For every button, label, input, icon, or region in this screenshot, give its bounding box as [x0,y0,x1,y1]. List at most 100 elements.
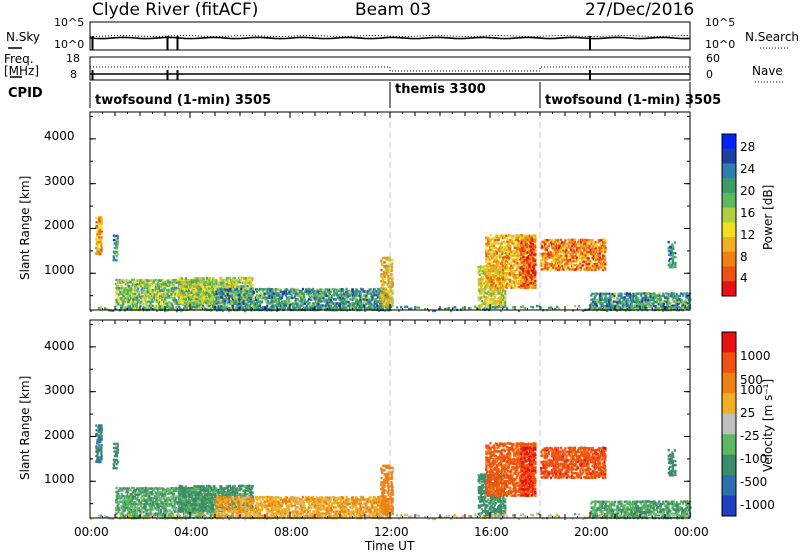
scatter-cell [189,298,192,301]
scatter-cell [516,266,519,269]
scatter-cell [526,283,529,287]
scatter-cell [499,281,502,285]
scatter-cell [125,288,129,291]
scatter-cell [212,277,215,280]
scatter-cell [485,256,488,259]
scatter-cell [250,294,253,297]
scatter-cell [360,287,363,291]
scatter-cell [170,306,173,310]
scatter-cell [322,298,325,302]
scatter-cell [554,262,557,265]
scatter-cell [514,238,517,241]
scatter-cell [659,294,662,298]
scatter-cell [390,273,393,276]
scatter-cell [506,271,509,275]
scatter-cell [180,293,183,296]
scatter-cell [209,283,212,286]
scatter-cell [502,288,505,291]
scatter-cell [382,291,385,295]
scatter-cell [324,292,327,295]
scatter-cell [579,268,583,271]
scatter-cell [126,282,129,286]
scatter-cell [545,258,548,262]
scatter-cell [496,290,499,293]
scatter-cell [525,248,528,251]
scatter-cell [546,262,549,265]
scatter-cell [242,276,245,279]
scatter-cell [184,305,187,308]
scatter-cell [133,296,137,299]
scatter-cell [200,299,203,303]
scatter-cell [525,245,528,248]
scatter-cell [529,249,533,252]
scatter-cell [245,278,248,282]
scatter-cell [623,292,626,295]
scatter-cell [547,244,550,248]
scatter-cell [313,302,316,305]
scatter-cell [504,272,507,275]
scatter-cell [217,290,220,294]
scatter-cell [150,283,153,286]
scatter-cell [365,290,368,294]
scatter-cell [387,267,390,270]
scatter-cell [218,305,221,308]
scatter-cell [485,264,488,267]
scatter-cell [564,256,567,259]
scatter-cell [208,296,212,299]
scatter-cell [554,256,557,259]
scatter-cell [513,250,516,253]
scatter-cell [558,260,561,263]
scatter-cell [389,299,392,303]
scatter-cell [277,300,280,303]
scatter-cell [579,264,582,267]
scatter-cell [552,260,555,263]
scatter-cell [544,268,547,271]
scatter-cell [304,288,308,291]
scatter-cell [543,239,546,242]
scatter-cell [509,272,512,275]
scatter-cell [511,272,514,275]
scatter-cell [500,244,504,248]
scatter-cell [226,302,229,305]
scatter-cell [140,288,143,292]
scatter-cell [498,270,501,273]
scatter-cell [229,300,233,304]
scatter-cell [300,304,303,307]
scatter-cell [572,243,575,246]
scatter-cell [233,302,237,305]
scatter-cell [188,298,191,301]
scatter-cell [557,238,560,242]
scatter-cell [178,276,181,279]
scatter-cell [127,287,130,290]
scatter-cell [218,283,221,286]
scatter-cell [163,306,166,309]
scatter-cell [319,292,322,295]
scatter-cell [174,290,177,294]
scatter-cell [490,254,493,257]
scatter-cell [552,242,555,246]
scatter-cell [255,302,259,306]
scatter-cell [208,289,211,292]
scatter-cell [561,241,564,244]
scatter-cell [339,288,342,291]
scatter-cell [200,293,203,297]
scatter-cell [523,239,526,242]
scatter-cell [263,292,266,295]
scatter-cell [583,246,586,249]
scatter-cell [156,283,160,286]
scatter-cell [187,295,190,298]
scatter-cell [305,304,308,307]
scatter-cell [115,304,118,307]
scatter-cell [531,236,534,239]
scatter-cell [564,262,567,265]
scatter-cell [123,294,126,298]
scatter-cell [154,306,157,310]
scatter-cell [500,242,503,245]
scatter-cell [184,292,187,295]
scatter-cell [557,257,560,260]
scatter-cell [497,296,500,300]
scatter-cell [229,294,233,298]
scatter-cell [180,291,183,294]
scatter-cell [497,261,500,265]
scatter-cell [197,295,200,298]
